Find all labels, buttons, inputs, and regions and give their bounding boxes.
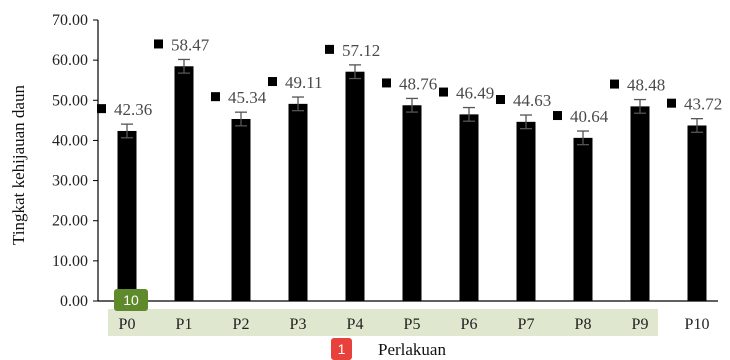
bar (117, 130, 137, 301)
data-label-marker (97, 104, 106, 114)
title-badge-text: 1 (338, 341, 346, 357)
bars: 42.36 58.47 45.34 49.11 57.12 48.76 46.49 44.63… (97, 35, 722, 302)
y-tick-label: 30.00 (52, 173, 88, 190)
bar (231, 118, 251, 302)
bar (459, 114, 479, 301)
data-label-marker (610, 79, 619, 89)
axis-badge (114, 289, 148, 311)
y-tick-label: 50.00 (52, 92, 88, 109)
y-tick-label: 0.00 (60, 293, 88, 310)
bar (630, 106, 650, 302)
data-label: 48.76 (399, 74, 437, 93)
data-label-marker (553, 111, 562, 121)
y-tick-label: 40.00 (52, 132, 88, 149)
data-label: 57.12 (342, 41, 380, 60)
bar (345, 71, 365, 301)
data-label: 42.36 (114, 100, 152, 119)
y-tick-label: 20.00 (52, 213, 88, 230)
x-tick-label: P1 (176, 316, 193, 333)
data-label-marker (667, 98, 676, 108)
bar (516, 121, 536, 301)
data-label: 44.63 (513, 91, 551, 110)
x-tick-label: P4 (347, 316, 364, 333)
data-label: 46.49 (456, 84, 494, 103)
axis-badge-text: 10 (123, 292, 139, 308)
data-label-marker (268, 77, 277, 87)
bar (687, 125, 707, 302)
y-tick-label: 60.00 (52, 52, 88, 69)
data-label-marker (154, 39, 163, 49)
y-axis-ticks: 0.00 10.00 20.00 30.00 40.00 50.00 60.00 70.00 (52, 12, 98, 310)
x-tick-label: P3 (290, 316, 307, 333)
data-label-marker (211, 92, 220, 102)
data-label-marker (382, 78, 391, 88)
x-tick-label: P8 (575, 316, 592, 333)
bar (402, 105, 422, 301)
data-label: 48.48 (627, 76, 665, 95)
x-axis-labels: P0 P1 P2 P3 P4 P5 P6 P7 P8 P9 P10 (119, 316, 710, 333)
x-tick-label: P6 (461, 316, 478, 333)
data-label: 45.34 (228, 88, 267, 107)
y-axis-title: Tingkat kehijauan daun (9, 85, 28, 245)
x-tick-label: P7 (518, 316, 535, 333)
x-tick-label: P5 (404, 316, 421, 333)
data-label-marker (325, 44, 334, 54)
y-tick-label: 10.00 (52, 253, 88, 270)
data-label-marker (496, 95, 505, 105)
data-label: 58.47 (171, 35, 210, 54)
y-tick-label: 70.00 (52, 12, 88, 29)
category-highlight-band (108, 309, 658, 336)
x-axis-title: Perlakuan (378, 340, 446, 359)
bar (174, 66, 194, 301)
bar (288, 103, 308, 301)
x-tick-label: P9 (632, 316, 649, 333)
bar (573, 137, 593, 301)
data-label: 40.64 (570, 107, 609, 126)
x-tick-label: P10 (685, 316, 710, 333)
x-tick-label: P0 (119, 316, 136, 333)
data-label-marker (439, 87, 448, 97)
title-badge (331, 338, 352, 360)
data-label: 49.11 (285, 73, 323, 92)
data-label: 43.72 (684, 95, 722, 114)
x-tick-label: P2 (233, 316, 250, 333)
